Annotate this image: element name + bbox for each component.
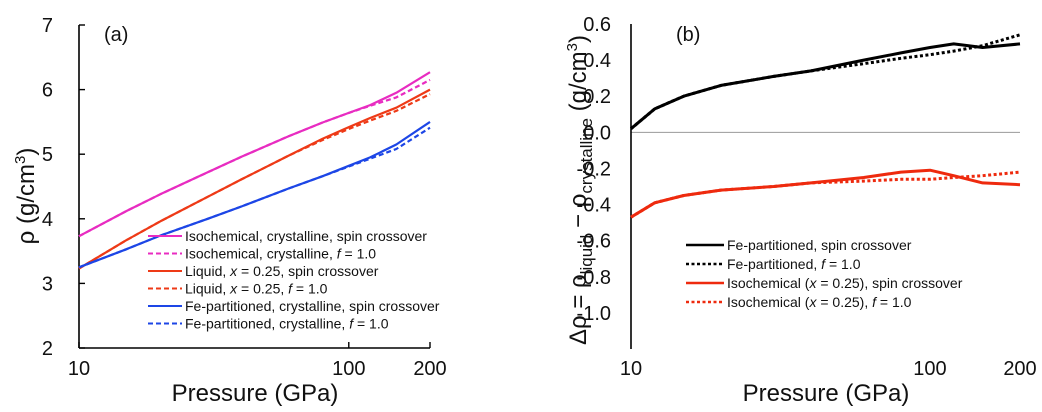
legend-label: Fe-partitioned, crystalline, f = 1.0 — [185, 316, 389, 332]
panel-a-y-axis-title: ρ (g/cm3) — [12, 148, 40, 245]
panel-a: 10 100 200 2 3 4 5 6 7 (a) Pressure (GPa) ρ (g/c… — [12, 15, 447, 407]
minus-sign: − ρ — [565, 194, 592, 235]
units: (g/cm — [565, 51, 592, 118]
panel-b: 10 100 200 0.6 0.4 0.2 0.0 -0.2 -0.4 -0.6 -0.8 -1.0… — [564, 14, 1037, 407]
y-tick-label: -0.6 — [577, 231, 611, 253]
panel-b-ticks: 10 100 200 0.6 0.4 0.2 0.0 -0.2 -0.4 -0.6 -0.8 -1.0 — [577, 14, 1037, 380]
series-line-2 — [630, 33, 1021, 130]
panel-a-x-axis-title: Pressure (GPa) — [172, 380, 339, 407]
legend-label: Isochemical, crystalline, spin crossover — [185, 228, 427, 244]
y-tick-label: -0.8 — [577, 267, 611, 289]
panel-b-legend: Fe-partitioned, spin crossover Fe-partiti… — [686, 237, 963, 310]
y-tick-label: -1.0 — [577, 303, 611, 325]
units-superscript: 3 — [564, 43, 581, 51]
x-tick-label: 200 — [1003, 358, 1036, 380]
panel-a-ticks: 10 100 200 2 3 4 5 6 7 — [42, 15, 447, 380]
series-line-2 — [78, 78, 431, 238]
subscript-crystalline: crystalline — [577, 118, 596, 194]
y-tick-label: 5 — [42, 144, 53, 166]
y-tick-label: 2 — [42, 338, 53, 360]
units-close: ) — [565, 35, 592, 43]
y-tick-label: 0.4 — [583, 50, 611, 72]
y-tick-label: 0.6 — [583, 14, 611, 36]
x-tick-label: 100 — [332, 358, 365, 380]
y-tick-label: 0.0 — [583, 122, 611, 144]
y-tick-label: 7 — [42, 15, 53, 37]
delta-rho-symbol: Δρ = ρ — [565, 274, 592, 345]
legend-label: Fe-partitioned, spin crossover — [727, 237, 912, 253]
y-tick-label: 6 — [42, 80, 53, 102]
legend-label: Liquid, x = 0.25, spin crossover — [185, 263, 379, 279]
panel-b-y-axis-title: Δρ = ρliquid − ρcrystalline (g/cm3) — [564, 35, 596, 345]
panel-a-axes — [78, 25, 430, 349]
y-tick-label: 3 — [42, 273, 53, 295]
panel-a-legend: Isochemical, crystalline, spin crossover… — [148, 228, 440, 332]
x-tick-label: 10 — [620, 358, 642, 380]
series-line-4 — [630, 170, 1021, 219]
legend-label: Fe-partitioned, f = 1.0 — [727, 256, 861, 272]
legend-label: Fe-partitioned, crystalline, spin crosso… — [185, 298, 440, 314]
subscript-liquid: liquid — [577, 235, 596, 275]
legend-label: Isochemical (x = 0.25), spin crossover — [727, 275, 963, 291]
legend-label: Isochemical, crystalline, f = 1.0 — [185, 246, 376, 262]
series-line-3 — [630, 168, 1021, 219]
y-tick-label: 0.2 — [583, 86, 611, 108]
y-tick-label: 4 — [42, 209, 53, 231]
series-line-1 — [630, 42, 1021, 130]
legend-label: Liquid, x = 0.25, f = 1.0 — [185, 281, 328, 297]
panel-b-series — [630, 33, 1021, 219]
panel-a-series — [78, 71, 431, 270]
y-tick-label: -0.2 — [577, 158, 611, 180]
x-tick-label: 200 — [413, 358, 446, 380]
y-tick-label: -0.4 — [577, 195, 611, 217]
legend-label: Isochemical (x = 0.25), f = 1.0 — [727, 294, 912, 310]
series-line-4 — [78, 93, 431, 270]
panel-b-label: (b) — [676, 24, 700, 46]
x-tick-label: 10 — [68, 358, 90, 380]
series-line-6 — [78, 126, 431, 269]
x-tick-label: 100 — [913, 358, 946, 380]
panel-a-label: (a) — [104, 24, 128, 46]
panel-b-x-axis-title: Pressure (GPa) — [743, 380, 910, 407]
